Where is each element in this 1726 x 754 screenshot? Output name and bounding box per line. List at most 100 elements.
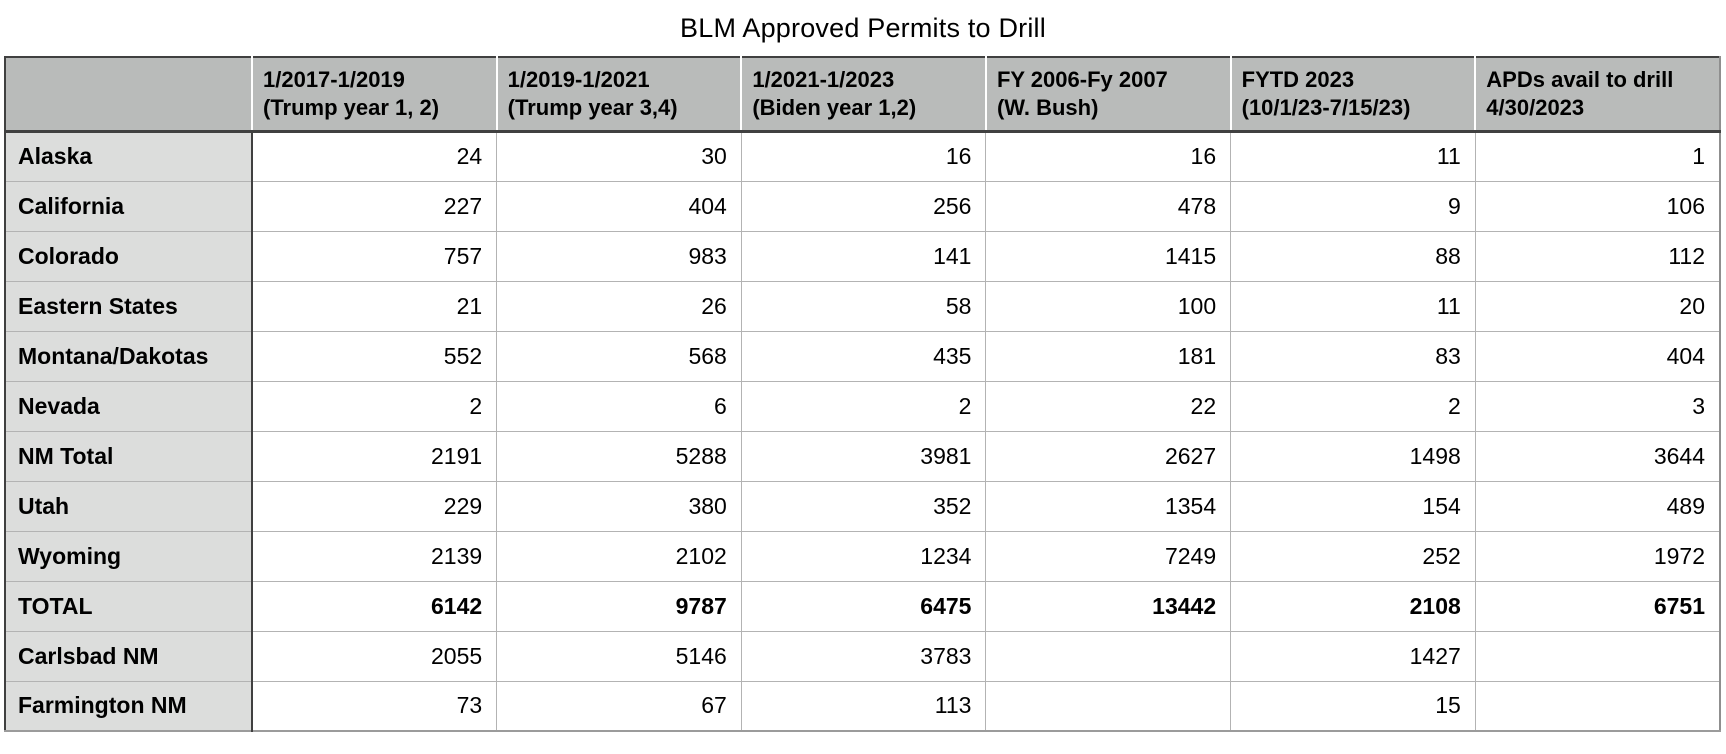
row-label-cell[interactable]: California <box>5 181 253 232</box>
value-cell[interactable]: 2627 <box>985 430 1232 482</box>
value-cell[interactable]: 100 <box>985 280 1232 332</box>
value-cell[interactable]: 1415 <box>985 230 1232 282</box>
value-cell[interactable]: 2 <box>740 380 987 432</box>
value-cell[interactable]: 24 <box>251 130 498 182</box>
value-cell[interactable]: 227 <box>251 180 498 232</box>
column-header[interactable]: FYTD 2023 (10/1/23-7/15/23) <box>1229 57 1476 133</box>
value-cell[interactable]: 113 <box>740 680 987 732</box>
row-label-cell[interactable]: Alaska <box>5 131 253 182</box>
value-cell[interactable]: 1972 <box>1474 530 1721 582</box>
value-cell[interactable]: 5288 <box>496 430 742 482</box>
value-cell[interactable]: 6 <box>496 380 742 432</box>
value-cell[interactable]: 11 <box>1230 130 1476 182</box>
value-cell[interactable]: 1234 <box>740 530 987 582</box>
table-row: Carlsbad NM 2055 5146 3783 1427 <box>5 630 1721 682</box>
corner-header-cell[interactable] <box>5 57 252 133</box>
value-cell[interactable]: 7249 <box>985 530 1232 582</box>
row-label-cell[interactable]: Montana/Dakotas <box>5 331 253 382</box>
value-cell[interactable]: 435 <box>740 330 987 382</box>
column-header[interactable]: FY 2006-Fy 2007 (W. Bush) <box>984 57 1231 133</box>
value-cell[interactable]: 154 <box>1230 480 1476 532</box>
value-cell[interactable]: 2 <box>1230 380 1476 432</box>
value-cell[interactable]: 13442 <box>985 580 1232 632</box>
value-cell[interactable] <box>985 630 1232 682</box>
value-cell[interactable]: 1 <box>1474 130 1721 182</box>
value-cell[interactable]: 6751 <box>1474 580 1721 632</box>
value-cell[interactable]: 568 <box>496 330 742 382</box>
table-row: NM Total 2191 5288 3981 2627 1498 3644 <box>5 430 1721 482</box>
column-header[interactable]: 1/2019-1/2021 (Trump year 3,4) <box>495 57 742 133</box>
value-cell[interactable]: 15 <box>1230 680 1476 732</box>
table-row: TOTAL 6142 9787 6475 13442 2108 6751 <box>5 580 1721 632</box>
row-label-cell[interactable]: TOTAL <box>5 581 253 632</box>
value-cell[interactable]: 16 <box>985 130 1232 182</box>
column-header[interactable]: 1/2017-1/2019 (Trump year 1, 2) <box>251 57 497 133</box>
value-cell[interactable]: 9787 <box>496 580 742 632</box>
value-cell[interactable]: 983 <box>496 230 742 282</box>
value-cell[interactable]: 112 <box>1474 230 1721 282</box>
value-cell[interactable]: 489 <box>1474 480 1721 532</box>
value-cell[interactable]: 9 <box>1230 180 1476 232</box>
value-cell[interactable]: 22 <box>985 380 1232 432</box>
value-cell[interactable]: 380 <box>496 480 742 532</box>
row-label-cell[interactable]: NM Total <box>5 431 253 482</box>
value-cell[interactable] <box>985 680 1232 732</box>
value-cell[interactable]: 352 <box>740 480 987 532</box>
row-label-cell[interactable]: Wyoming <box>5 531 253 582</box>
value-cell[interactable]: 2139 <box>251 530 498 582</box>
column-header[interactable]: 1/2021-1/2023 (Biden year 1,2) <box>740 57 986 133</box>
table-row: Farmington NM 73 67 113 15 <box>5 680 1721 732</box>
value-cell[interactable]: 30 <box>496 130 742 182</box>
value-cell[interactable]: 67 <box>496 680 742 732</box>
value-cell[interactable]: 16 <box>740 130 987 182</box>
value-cell[interactable]: 141 <box>740 230 987 282</box>
value-cell[interactable]: 256 <box>740 180 987 232</box>
value-cell[interactable]: 2108 <box>1230 580 1476 632</box>
header-row: 1/2017-1/2019 (Trump year 1, 2) 1/2019-1/… <box>5 57 1720 133</box>
value-cell[interactable]: 3981 <box>740 430 987 482</box>
value-cell[interactable]: 404 <box>496 180 742 232</box>
value-cell[interactable]: 73 <box>251 680 498 732</box>
value-cell[interactable]: 181 <box>985 330 1232 382</box>
row-label-cell[interactable]: Eastern States <box>5 281 253 332</box>
row-label-cell[interactable]: Colorado <box>5 231 253 282</box>
value-cell[interactable]: 2191 <box>251 430 498 482</box>
value-cell[interactable]: 1427 <box>1230 630 1476 682</box>
value-cell[interactable]: 88 <box>1230 230 1476 282</box>
row-label-cell[interactable]: Nevada <box>5 381 253 432</box>
table-row: Alaska 24 30 16 16 11 1 <box>5 130 1721 182</box>
value-cell[interactable]: 26 <box>496 280 742 332</box>
value-cell[interactable]: 3 <box>1474 380 1721 432</box>
value-cell[interactable]: 552 <box>251 330 498 382</box>
value-cell[interactable]: 252 <box>1230 530 1476 582</box>
value-cell[interactable]: 757 <box>251 230 498 282</box>
value-cell[interactable]: 6475 <box>740 580 987 632</box>
value-cell[interactable]: 229 <box>251 480 498 532</box>
value-cell[interactable]: 1354 <box>985 480 1232 532</box>
value-cell[interactable]: 83 <box>1230 330 1476 382</box>
row-label-cell[interactable]: Carlsbad NM <box>5 631 253 682</box>
table-row: Montana/Dakotas 552 568 435 181 83 404 <box>5 330 1721 382</box>
value-cell[interactable] <box>1474 680 1721 732</box>
row-label-cell[interactable]: Farmington NM <box>5 681 253 732</box>
value-cell[interactable]: 5146 <box>496 630 742 682</box>
value-cell[interactable]: 2102 <box>496 530 742 582</box>
value-cell[interactable]: 404 <box>1474 330 1721 382</box>
row-label-cell[interactable]: Utah <box>5 481 253 532</box>
value-cell[interactable]: 106 <box>1474 180 1721 232</box>
value-cell[interactable]: 6142 <box>251 580 498 632</box>
value-cell[interactable]: 3783 <box>740 630 987 682</box>
value-cell[interactable] <box>1474 630 1721 682</box>
value-cell[interactable]: 478 <box>985 180 1232 232</box>
value-cell[interactable]: 21 <box>251 280 498 332</box>
column-header[interactable]: APDs avail to drill 4/30/2023 <box>1474 57 1720 133</box>
value-cell[interactable]: 2055 <box>251 630 498 682</box>
value-cell[interactable]: 58 <box>740 280 987 332</box>
value-cell[interactable]: 3644 <box>1474 430 1721 482</box>
value-cell[interactable]: 20 <box>1474 280 1721 332</box>
value-cell[interactable]: 11 <box>1230 280 1476 332</box>
value-cell[interactable]: 1498 <box>1230 430 1476 482</box>
value-cell[interactable]: 2 <box>251 380 498 432</box>
table-row: California 227 404 256 478 9 106 <box>5 180 1721 232</box>
